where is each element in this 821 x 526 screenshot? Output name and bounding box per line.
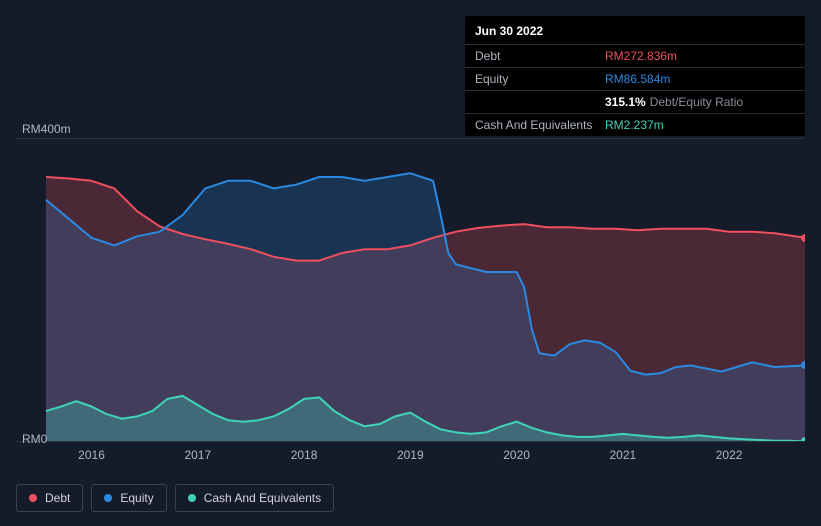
legend-item[interactable]: Debt <box>16 484 83 512</box>
legend-label: Equity <box>120 491 153 505</box>
chart-plot-area[interactable] <box>16 138 805 442</box>
tooltip-row: 315.1% Debt/Equity Ratio <box>465 90 805 113</box>
tooltip-date: Jun 30 2022 <box>465 16 805 44</box>
legend-item[interactable]: Equity <box>91 484 166 512</box>
x-axis-tick-label: 2020 <box>503 448 530 462</box>
tooltip-row-sublabel: Debt/Equity Ratio <box>650 95 743 109</box>
x-axis-tick-label: 2018 <box>291 448 318 462</box>
x-axis-tick-label: 2021 <box>609 448 636 462</box>
x-axis-tick-label: 2022 <box>716 448 743 462</box>
legend-color-dot <box>29 494 37 502</box>
legend-label: Cash And Equivalents <box>204 491 321 505</box>
y-axis-label-min: RM0 <box>22 432 47 446</box>
x-axis-tick-label: 2016 <box>78 448 105 462</box>
tooltip-row-label: Equity <box>475 72 605 86</box>
legend-label: Debt <box>45 491 70 505</box>
x-axis-tick-label: 2019 <box>397 448 424 462</box>
data-point-tooltip: Jun 30 2022 DebtRM272.836mEquityRM86.584… <box>465 16 805 136</box>
tooltip-row: EquityRM86.584m <box>465 67 805 90</box>
chart-container: RM400m RM0 2016201720182019202020212022 … <box>16 120 805 512</box>
x-axis-tick-label: 2017 <box>184 448 211 462</box>
chart-svg <box>46 139 805 442</box>
tooltip-row: DebtRM272.836m <box>465 44 805 67</box>
series-end-marker <box>801 361 805 369</box>
chart-legend: Debt Equity Cash And Equivalents <box>16 484 334 512</box>
tooltip-row-value: 315.1% <box>605 95 646 109</box>
tooltip-row-value: RM86.584m <box>605 72 670 86</box>
tooltip-row-label: Debt <box>475 49 605 63</box>
legend-item[interactable]: Cash And Equivalents <box>175 484 334 512</box>
series-end-marker <box>801 437 805 442</box>
y-axis-label-max: RM400m <box>22 122 71 136</box>
legend-color-dot <box>104 494 112 502</box>
series-end-marker <box>801 234 805 242</box>
legend-color-dot <box>188 494 196 502</box>
tooltip-row-value: RM272.836m <box>605 49 677 63</box>
